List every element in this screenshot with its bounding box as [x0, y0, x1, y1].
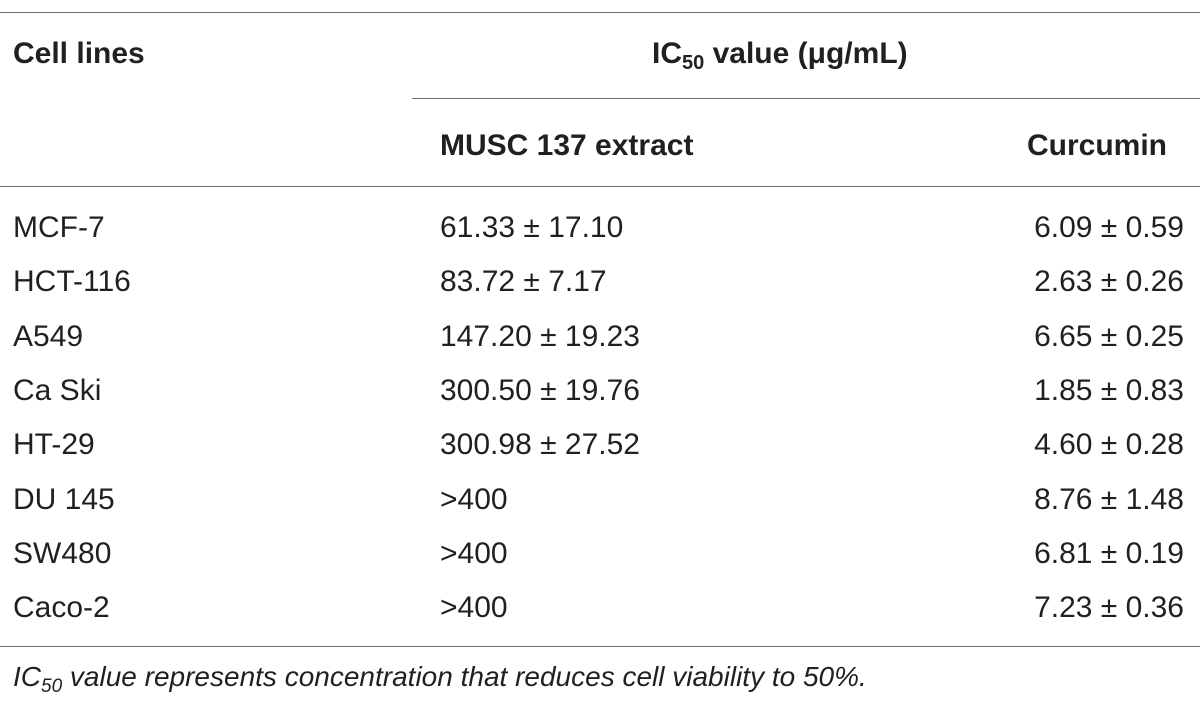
table-top-rule	[0, 12, 1200, 13]
header-ic50-prefix: IC	[652, 37, 682, 70]
table-row: MCF-7 61.33 ± 17.10 6.09 ± 0.59	[0, 201, 1200, 255]
cell-line-name: HT-29	[13, 428, 95, 462]
header-bottom-rule	[0, 186, 1200, 187]
cell-line-name: MCF-7	[13, 211, 105, 244]
cell-line-name: SW480	[13, 536, 112, 570]
musc-extract-value: 300.98 ± 27.52	[440, 428, 640, 462]
footnote-subscript: 50	[41, 676, 63, 697]
curcumin-value: 6.65 ± 0.25	[1034, 319, 1184, 353]
header-ic50-subscript: 50	[682, 52, 705, 74]
table-bottom-rule	[0, 646, 1200, 647]
cell-line-name: A549	[13, 319, 84, 353]
curcumin-value: 2.63 ± 0.26	[1034, 265, 1184, 299]
table-row: Ca Ski 300.50 ± 19.76 1.85 ± 0.83	[0, 364, 1200, 418]
cell-line-name: Ca Ski	[13, 373, 102, 407]
table-row: DU 145 >400 8.76 ± 1.48	[0, 473, 1200, 527]
curcumin-value: 8.76 ± 1.48	[1034, 482, 1184, 516]
table-footnote: IC50 value represents concentration that…	[13, 660, 867, 697]
header-span-rule	[412, 98, 1200, 99]
curcumin-value: 6.09 ± 0.59	[1034, 211, 1184, 244]
table-row: A549 147.20 ± 19.23 6.65 ± 0.25	[0, 310, 1200, 364]
curcumin-value: 4.60 ± 0.28	[1034, 428, 1184, 462]
table-row: Caco-2 >400 7.23 ± 0.36	[0, 581, 1200, 635]
curcumin-value: 7.23 ± 0.36	[1034, 591, 1184, 625]
musc-extract-value: 300.50 ± 19.76	[440, 373, 640, 407]
table-row: HCT-116 83.72 ± 7.17 2.63 ± 0.26	[0, 255, 1200, 309]
table-row: SW480 >400 6.81 ± 0.19	[0, 527, 1200, 581]
footnote-prefix: IC	[13, 661, 41, 692]
table-row: HT-29 300.98 ± 27.52 4.60 ± 0.28	[0, 418, 1200, 472]
cell-line-name: HCT-116	[13, 265, 131, 299]
footnote-text: value represents concentration that redu…	[62, 661, 867, 692]
musc-extract-value: 83.72 ± 7.17	[440, 265, 607, 299]
header-musc-extract: MUSC 137 extract	[440, 129, 694, 162]
cell-line-name: Caco-2	[13, 591, 110, 625]
curcumin-value: 6.81 ± 0.19	[1034, 536, 1184, 570]
musc-extract-value: 61.33 ± 17.10	[440, 211, 624, 244]
musc-extract-value: >400	[440, 482, 508, 516]
cell-line-name: DU 145	[13, 482, 115, 516]
musc-extract-value: >400	[440, 536, 508, 570]
header-cell-lines: Cell lines	[13, 37, 145, 70]
header-ic50-value: IC50 value (μg/mL)	[652, 36, 908, 74]
header-curcumin: Curcumin	[1026, 129, 1167, 162]
curcumin-value: 1.85 ± 0.83	[1034, 373, 1184, 407]
musc-extract-value: >400	[440, 591, 508, 625]
header-ic50-suffix: value (μg/mL)	[704, 37, 908, 70]
musc-extract-value: 147.20 ± 19.23	[440, 319, 640, 353]
